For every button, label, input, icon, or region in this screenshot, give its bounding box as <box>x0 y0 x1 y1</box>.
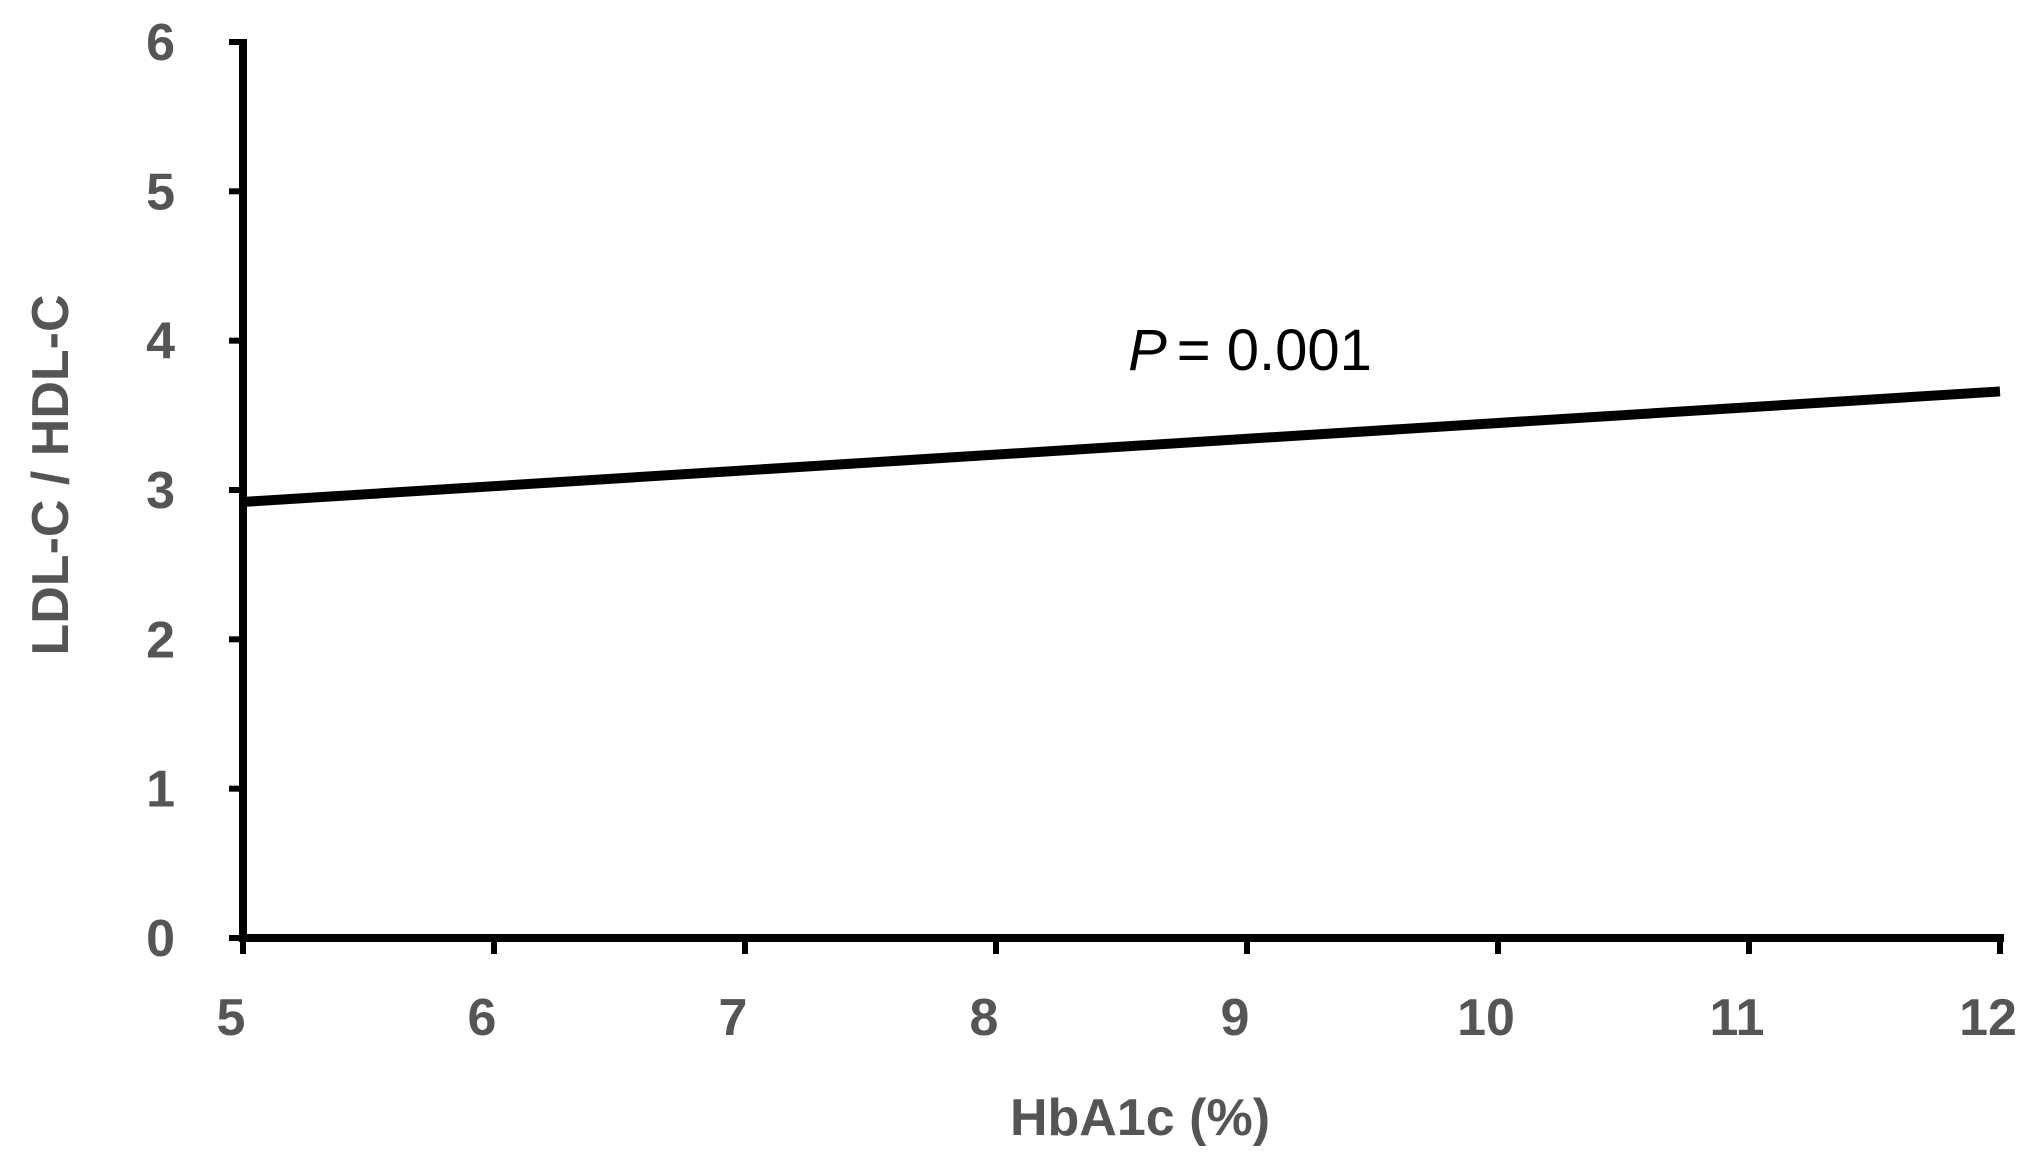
x-tick-label: 7 <box>719 989 748 1047</box>
x-tick-label: 5 <box>217 989 246 1047</box>
y-axis-title: LDL-C / HDL-C <box>22 294 80 655</box>
x-tick-label: 11 <box>1710 989 1765 1047</box>
p-value-annotation: P = 0.001 <box>1128 318 1372 383</box>
x-axis: 5 6 7 8 9 10 11 12 <box>217 934 2017 1047</box>
y-tick-label: 1 <box>146 761 175 819</box>
y-tick-label: 0 <box>146 910 175 968</box>
y-tick-label: 5 <box>146 163 175 221</box>
x-tick-label: 12 <box>1959 989 2017 1047</box>
x-axis-title: HbA1c (%) <box>1010 1089 1270 1147</box>
p-value-italic-label: P <box>1128 318 1167 383</box>
regression-line <box>242 386 2001 507</box>
series-layer <box>242 386 2001 507</box>
y-tick-label: 2 <box>146 611 175 669</box>
y-axis: 0 1 2 3 4 5 6 <box>146 14 247 968</box>
x-tick-label: 6 <box>468 989 497 1047</box>
p-value-text: = 0.001 <box>1177 318 1372 383</box>
x-tick-label: 10 <box>1457 989 1515 1047</box>
y-tick-label: 6 <box>146 14 175 72</box>
x-tick-label: 9 <box>1221 989 1250 1047</box>
y-tick-label: 4 <box>146 313 175 371</box>
x-tick-label: 8 <box>970 989 999 1047</box>
y-tick-label: 3 <box>146 462 175 520</box>
